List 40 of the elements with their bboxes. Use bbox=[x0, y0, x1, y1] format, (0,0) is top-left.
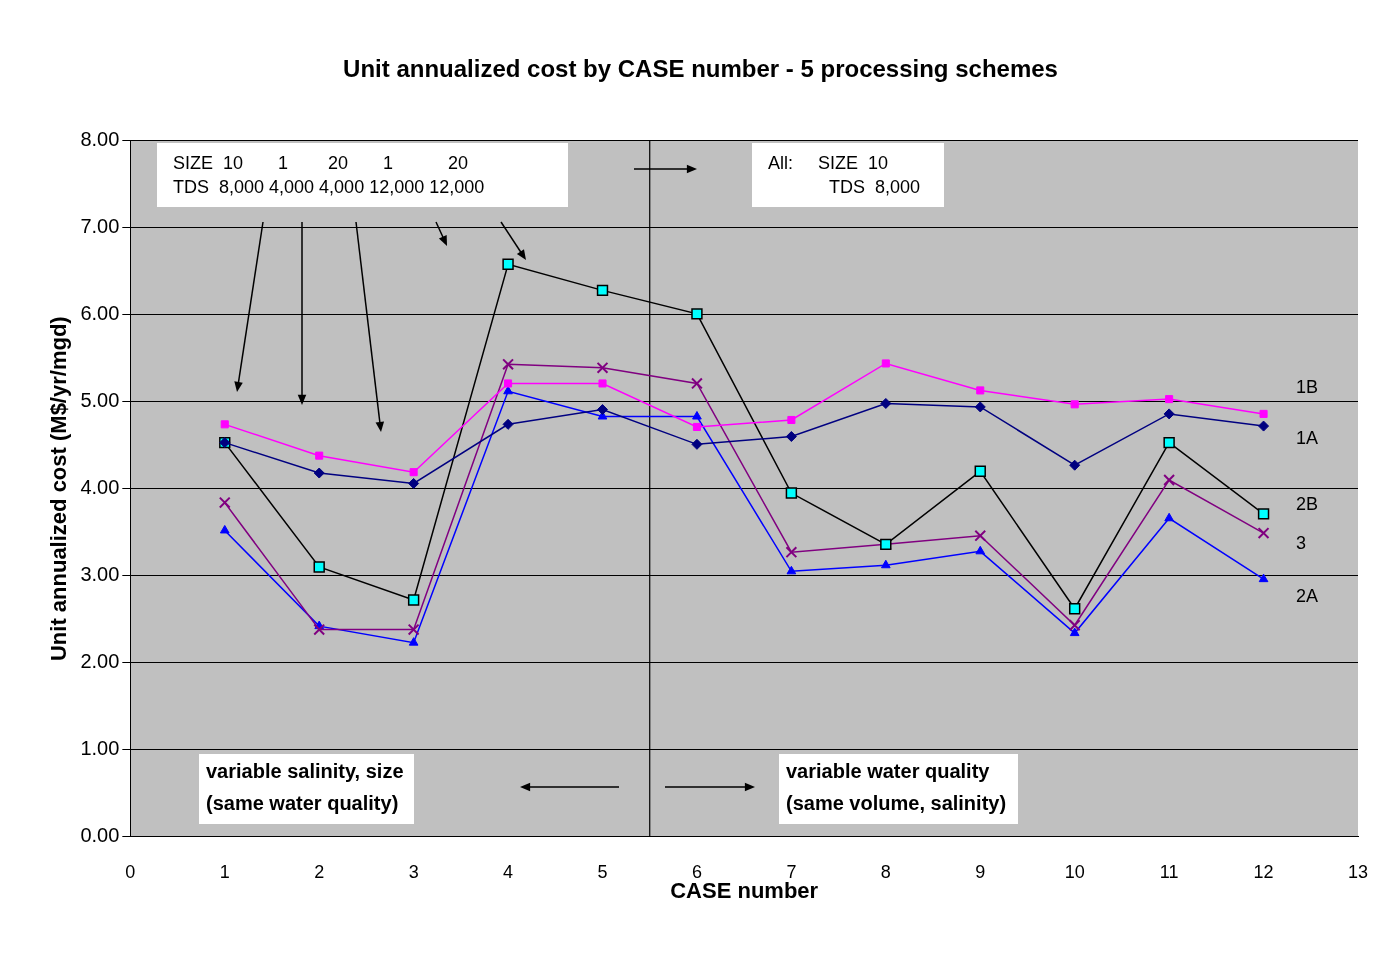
x-tick-label: 0 bbox=[125, 861, 136, 882]
series-label: 2A bbox=[1296, 586, 1319, 607]
note-box: SIZE 10 1 20 1 20 TDS 8,000 4,000 4,000 12,000 12,000 bbox=[157, 143, 568, 207]
annotation: All: SIZE 10 bbox=[768, 152, 889, 175]
x-tick-label: 2 bbox=[314, 861, 325, 882]
x-tick-label: 13 bbox=[1347, 861, 1369, 882]
y-tick-label: 3.00 bbox=[80, 563, 120, 586]
x-tick-label: 9 bbox=[975, 861, 986, 882]
annotation: (same volume, salinity) bbox=[786, 791, 1007, 815]
x-tick-label: 10 bbox=[1064, 861, 1085, 882]
annotation: TDS 8,000 4,000 4,000 12,000 12,000 bbox=[173, 176, 485, 199]
x-tick-label: 4 bbox=[503, 861, 514, 882]
x-tick-label: 8 bbox=[880, 861, 891, 882]
note-box: All: SIZE 10 TDS 8,000 bbox=[752, 143, 944, 207]
series-label: 1B bbox=[1296, 376, 1319, 397]
series-label: 1A bbox=[1296, 428, 1319, 449]
y-tick-label: 6.00 bbox=[80, 302, 120, 325]
note-box: variable salinity, size (same water quality) bbox=[199, 754, 414, 824]
x-tick-label: 5 bbox=[597, 861, 608, 882]
annotation: variable water quality bbox=[786, 759, 990, 783]
chart-title: Unit annualized cost by CASE number - 5 processing schemes bbox=[343, 55, 1058, 83]
annotation: SIZE 10 1 20 1 20 bbox=[173, 152, 469, 175]
series-label: 2B bbox=[1296, 493, 1319, 514]
series-label: 3 bbox=[1296, 533, 1307, 554]
annotation: variable salinity, size bbox=[206, 759, 404, 783]
y-tick-label: 4.00 bbox=[80, 476, 120, 499]
y-tick-label: 8.00 bbox=[80, 128, 120, 151]
note-box: variable water quality (same volume, salinity) bbox=[779, 754, 1018, 824]
x-tick-label: 12 bbox=[1253, 861, 1274, 882]
y-tick-label: 0.00 bbox=[80, 824, 120, 847]
y-tick-label: 7.00 bbox=[80, 215, 120, 238]
x-tick-label: 1 bbox=[219, 861, 230, 882]
y-tick-label: 5.00 bbox=[80, 389, 120, 412]
annotation: TDS 8,000 bbox=[829, 176, 921, 199]
annotation: (same water quality) bbox=[206, 791, 399, 815]
y-axis-title: Unit annualized cost (M$/yr/mgd) bbox=[46, 316, 72, 662]
y-tick-label: 2.00 bbox=[80, 650, 120, 673]
y-tick-label: 1.00 bbox=[80, 737, 120, 760]
x-tick-label: 11 bbox=[1159, 861, 1179, 882]
x-tick-label: 3 bbox=[408, 861, 419, 882]
